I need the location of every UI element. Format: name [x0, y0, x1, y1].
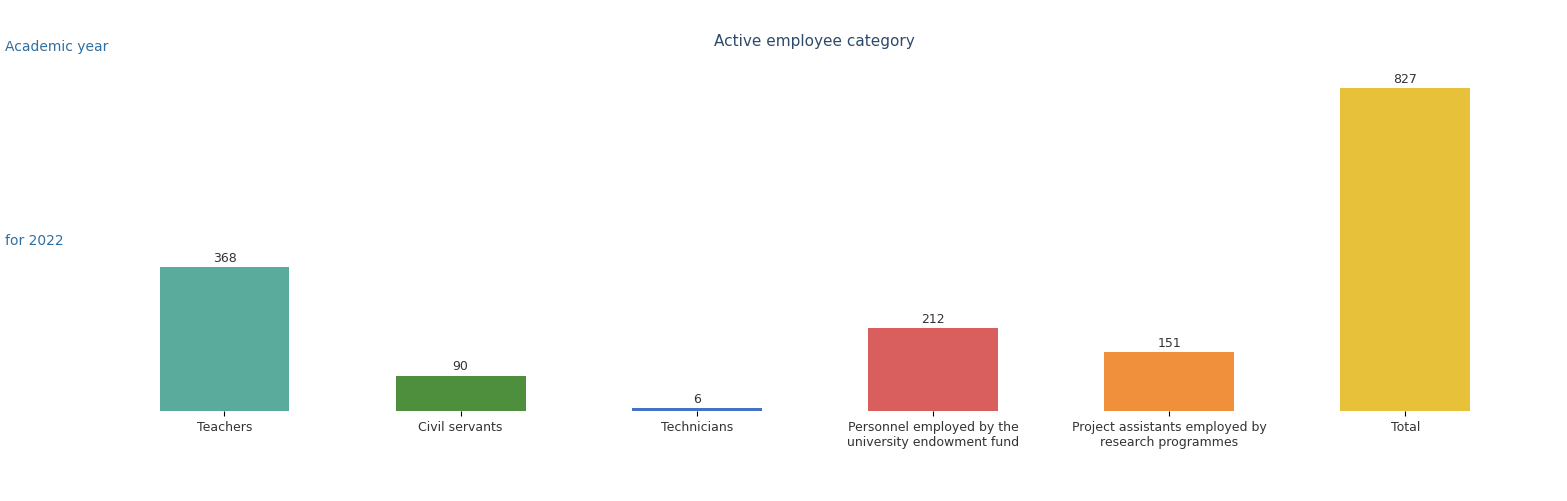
Bar: [1340, 89, 1470, 411]
Bar: [868, 328, 998, 411]
Bar: [160, 268, 290, 411]
Text: 827: 827: [1393, 73, 1417, 86]
Bar: [396, 376, 525, 411]
Title: Active employee category: Active employee category: [715, 34, 915, 49]
Bar: [632, 408, 762, 411]
Text: Academic year: Academic year: [5, 40, 108, 54]
Bar: [1105, 352, 1233, 411]
Text: 151: 151: [1156, 336, 1182, 349]
Text: 6: 6: [693, 392, 700, 405]
Text: for 2022: for 2022: [5, 233, 63, 247]
Text: 368: 368: [213, 252, 237, 265]
Text: 212: 212: [921, 312, 945, 325]
Text: 90: 90: [453, 360, 469, 373]
